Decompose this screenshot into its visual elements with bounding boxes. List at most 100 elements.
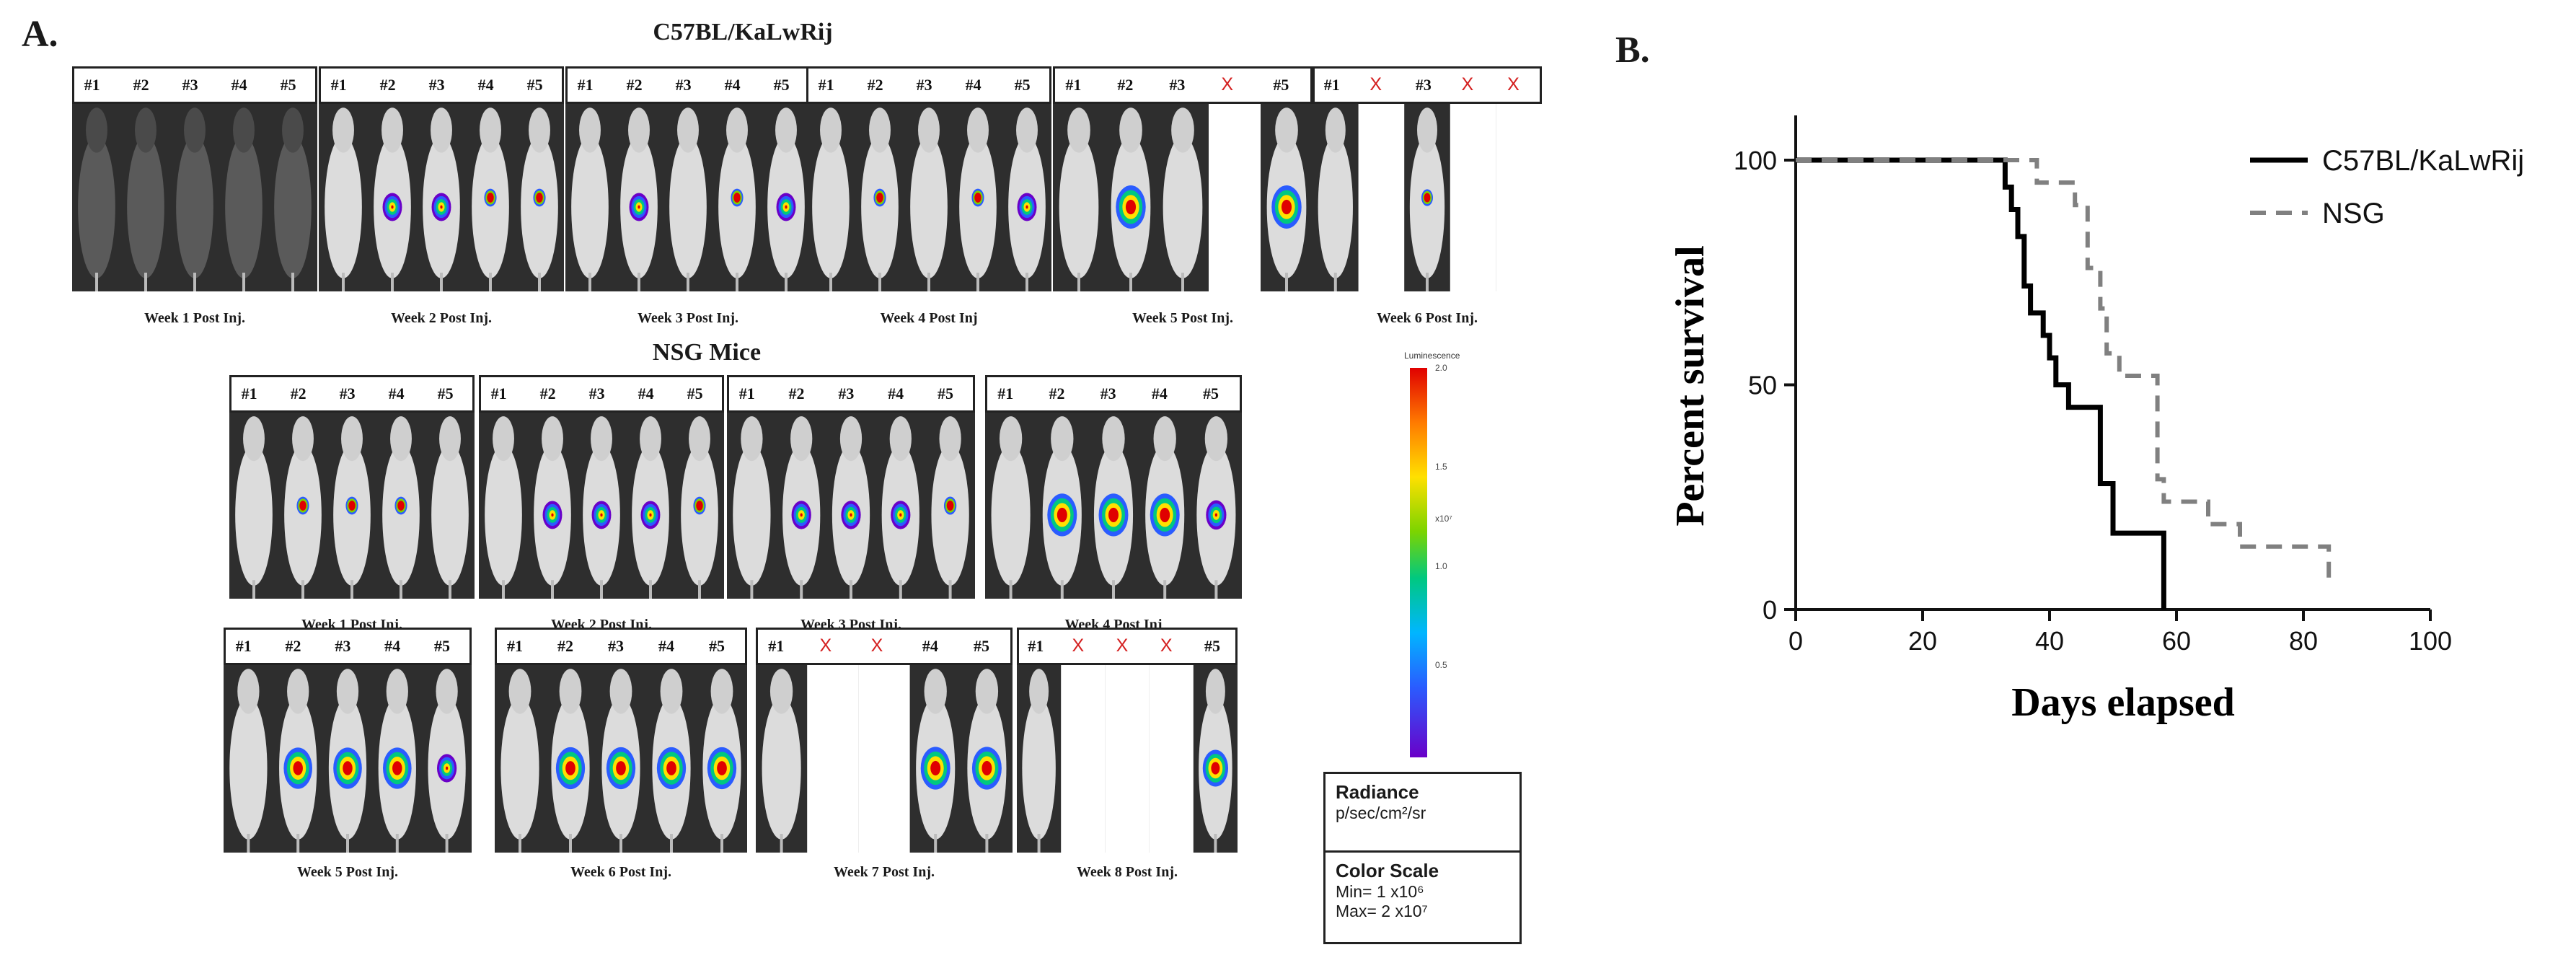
mouse-id-label: #3 <box>1100 384 1116 402</box>
panel-b-label: B. <box>1615 30 1650 71</box>
mouse-id-header: #1 #2 #3 X #5 <box>1053 66 1313 104</box>
mouse-id-header: #1 X X #4 #5 <box>756 628 1013 665</box>
mouse-silhouette <box>325 107 362 291</box>
bioluminescence-image <box>985 413 1242 599</box>
deceased-mouse-marker: X <box>870 635 883 656</box>
mouse-id-label: #1 <box>1323 76 1340 94</box>
radiance-heading: Radiance <box>1336 781 1419 803</box>
deceased-mouse-marker: X <box>1369 74 1382 94</box>
x-axis-label: Days elapsed <box>2011 680 2235 725</box>
mouse-id-header: #1 #2 #3 #4 #5 <box>229 375 475 413</box>
colorbar-tick: 1.5 <box>1435 462 1447 472</box>
deceased-mouse-blank <box>1450 104 1496 291</box>
mouse-id-label: #4 <box>658 637 674 655</box>
week-label: Week 7 Post Inj. <box>834 864 935 880</box>
mouse-id-label: #5 <box>433 637 450 655</box>
deceased-mouse-blank <box>1358 104 1405 291</box>
bioluminescence-image <box>72 104 317 291</box>
mouse-id-header: #1 #2 #3 #4 #5 <box>72 66 317 104</box>
mouse-silhouette <box>718 107 756 291</box>
mouse-id-label: #2 <box>290 384 306 402</box>
mouse-silhouette <box>1022 669 1056 853</box>
mouse-id-label: #1 <box>84 76 100 94</box>
mouse-silhouette <box>812 107 850 291</box>
x-tick-label: 40 <box>2035 626 2064 656</box>
mouse-id-header: #1 #2 #3 #4 #5 <box>479 375 724 413</box>
mouse-id-label: #3 <box>838 384 855 402</box>
mouse-id-label: #2 <box>1117 76 1134 94</box>
mouse-id-label: #4 <box>384 637 401 655</box>
mouse-id-label: #1 <box>330 76 347 94</box>
mouse-id-label: #3 <box>339 384 356 402</box>
mouse-silhouette <box>861 107 899 291</box>
mouse-id-header: #1 #2 #3 #4 #5 <box>224 628 472 665</box>
mouse-silhouette <box>78 107 115 291</box>
bioluminescence-image <box>1017 665 1238 853</box>
mouse-id-label: #4 <box>638 384 654 402</box>
mouse-id-label: #3 <box>916 76 932 94</box>
mouse-id-label: #3 <box>588 384 605 402</box>
mouse-id-header: #1 #2 #3 #4 #5 <box>319 66 564 104</box>
mouse-id-label: #2 <box>285 637 301 655</box>
mouse-id-label: #1 <box>818 76 834 94</box>
colorbar-tick: 0.5 <box>1435 660 1447 670</box>
mouse-silhouette <box>176 107 213 291</box>
mouse-id-header: #1 #2 #3 #4 #5 <box>495 628 747 665</box>
x-tick-label: 0 <box>1788 626 1803 656</box>
mouse-silhouette <box>333 416 371 599</box>
panel_a.c57-week-1-image: #1 #2 #3 #4 #5 <box>72 66 317 291</box>
week-label: Week 5 Post Inj. <box>297 864 398 880</box>
mouse-id-label: #4 <box>1151 384 1168 402</box>
panel_a.nsg-week-6-image: #1 #2 #3 #4 #5 <box>495 628 747 853</box>
deceased-mouse-marker: X <box>819 635 832 656</box>
deceased-mouse-marker: X <box>1461 74 1474 94</box>
panel_a.nsg-week-8-image: #1 X X X #5 <box>1017 628 1238 853</box>
x-tick-label: 80 <box>2289 626 2318 656</box>
bioluminescence-image <box>1313 104 1542 291</box>
mouse-silhouette <box>485 416 522 599</box>
deceased-mouse-marker: X <box>1221 74 1234 94</box>
panel-a-label: A. <box>22 14 58 55</box>
mouse-id-label: #1 <box>507 637 523 655</box>
colorbar-exponent: x10⁷ <box>1435 514 1452 524</box>
panel_a.c57-week-3-image: #1 #2 #3 #4 #5 <box>565 66 811 291</box>
nsg-group-title: NSG Mice <box>652 339 762 366</box>
mouse-silhouette <box>681 416 718 599</box>
mouse-id-label: #1 <box>1065 76 1082 94</box>
week-label: Week 1 Post Inj. <box>144 310 245 326</box>
mouse-id-label: #2 <box>626 76 643 94</box>
mouse-silhouette <box>500 669 539 853</box>
colorbar-title: Luminescence <box>1404 351 1460 361</box>
mouse-id-label: #5 <box>526 76 543 94</box>
bioluminescence-image <box>229 413 475 599</box>
mouse-id-label: #1 <box>738 384 755 402</box>
mouse-silhouette <box>225 107 263 291</box>
deceased-mouse-blank <box>1149 665 1194 853</box>
mouse-silhouette <box>762 669 801 853</box>
deceased-mouse-blank <box>1061 665 1106 853</box>
mouse-id-label: #3 <box>675 76 692 94</box>
mouse-id-label: #2 <box>379 76 396 94</box>
panel_a.nsg-week-5-image: #1 #2 #3 #4 #5 <box>224 628 472 853</box>
mouse-id-label: #1 <box>241 384 257 402</box>
y-tick-label: 50 <box>1748 371 1777 400</box>
mouse-id-label: #3 <box>335 637 351 655</box>
x-tick-label: 60 <box>2162 626 2191 656</box>
mouse-id-label: #4 <box>965 76 982 94</box>
y-axis-label: Percent survival <box>1668 245 1713 526</box>
week-label: Week 6 Post Inj. <box>1377 310 1478 326</box>
bioluminescence-image <box>756 665 1013 853</box>
mouse-id-header: #1 X #3 X X <box>1313 66 1542 104</box>
mouse-id-label: #1 <box>1028 637 1044 655</box>
y-tick-label: 0 <box>1763 595 1777 625</box>
bioluminescence-image <box>727 413 975 599</box>
deceased-mouse-blank <box>1105 665 1150 853</box>
mouse-id-label: #5 <box>1014 76 1031 94</box>
colorbar-tick: 1.0 <box>1435 561 1447 571</box>
c57-group-title: C57BL/KaLwRij <box>653 19 833 45</box>
mouse-silhouette <box>669 107 707 291</box>
mouse-id-label: #5 <box>1203 384 1219 402</box>
deceased-mouse-marker: X <box>1160 635 1173 656</box>
panel_a.c57-week-6-image: #1 X #3 X X <box>1313 66 1542 291</box>
bioluminescence-image <box>1053 104 1313 291</box>
